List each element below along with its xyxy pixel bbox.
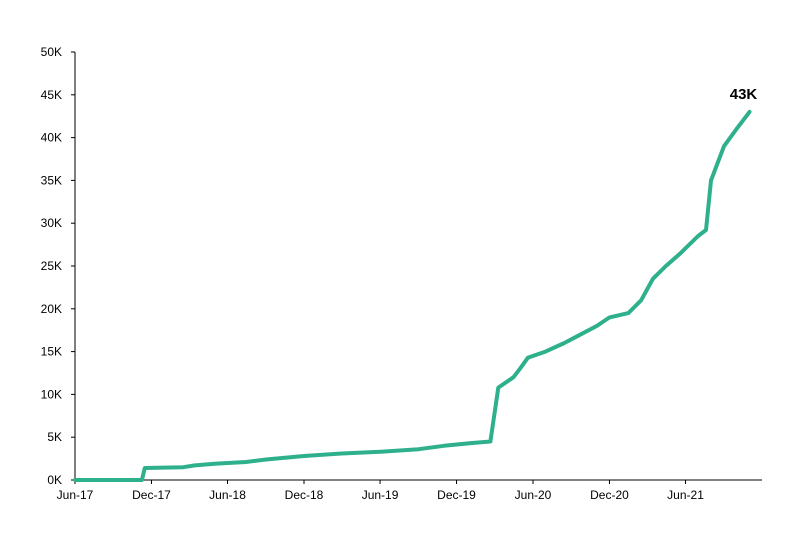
y-tick-label: 0K [47, 473, 62, 487]
x-tick-label: Jun-19 [362, 488, 399, 502]
y-tick-label: 20K [41, 302, 62, 316]
y-tick-label: 30K [41, 216, 62, 230]
series-line [73, 109, 752, 482]
end-value-label: 43K [730, 86, 758, 103]
y-tick-label: 10K [41, 387, 62, 401]
x-tick-label: Jun-18 [209, 488, 246, 502]
x-tick-label: Jun-17 [57, 488, 94, 502]
y-tick-label: 15K [41, 345, 62, 359]
y-tick-label: 25K [41, 259, 62, 273]
x-tick-label: Dec-19 [437, 488, 476, 502]
x-tick-label: Jun-20 [515, 488, 552, 502]
y-tick-label: 50K [41, 45, 62, 59]
y-axis: 0K 5K 10K 15K 20K 25K 30K 35K 40K 45K 50K [41, 45, 76, 487]
y-tick-label: 40K [41, 131, 62, 145]
y-tick-label: 35K [41, 173, 62, 187]
x-tick-label: Dec-20 [590, 488, 629, 502]
x-tick-label: Dec-18 [285, 488, 324, 502]
y-tick-label: 5K [47, 430, 62, 444]
x-axis: Jun-17 Dec-17 Jun-18 Dec-18 Jun-19 Dec-19 Jun-… [57, 479, 762, 502]
y-tick-label: 45K [41, 88, 62, 102]
x-tick-label: Jun-21 [667, 488, 704, 502]
x-tick-label: Dec-17 [132, 488, 171, 502]
